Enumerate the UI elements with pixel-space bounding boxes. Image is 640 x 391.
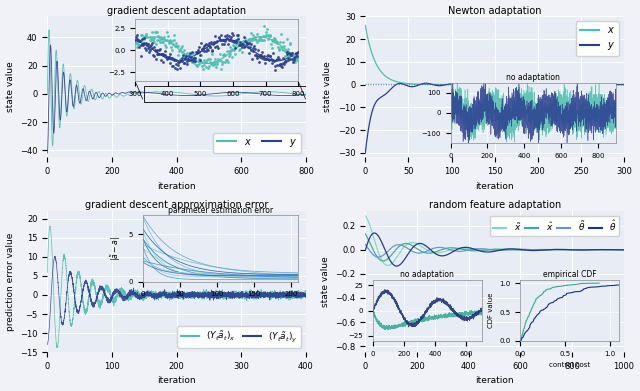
- X-axis label: iteration: iteration: [157, 182, 196, 191]
- Y-axis label: prediction error value: prediction error value: [6, 233, 15, 331]
- Title: gradient descent approximation error: gradient descent approximation error: [85, 200, 268, 210]
- Legend: $x$, $y$: $x$, $y$: [576, 21, 619, 56]
- Legend: $\tilde{x}$, $\hat{x}$, $\tilde{\theta}$, $\hat{\theta}$: $\tilde{x}$, $\hat{x}$, $\tilde{\theta}$…: [490, 216, 620, 236]
- Title: random feature adaptation: random feature adaptation: [429, 200, 561, 210]
- Y-axis label: state value: state value: [6, 61, 15, 112]
- Title: Newton adaptation: Newton adaptation: [448, 5, 541, 16]
- Bar: [143, 86, 307, 102]
- Legend: $(Y_t\tilde{a}_t)_x$, $(Y_t\tilde{a}_t)_y$: $(Y_t\tilde{a}_t)_x$, $(Y_t\tilde{a}_t)_…: [177, 326, 301, 348]
- Title: gradient descent adaptation: gradient descent adaptation: [107, 5, 246, 16]
- X-axis label: iteration: iteration: [476, 377, 514, 386]
- Y-axis label: state value: state value: [321, 256, 330, 307]
- X-axis label: iteration: iteration: [476, 182, 514, 191]
- Legend: $x$, $y$: $x$, $y$: [213, 133, 301, 152]
- X-axis label: iteration: iteration: [157, 377, 196, 386]
- Y-axis label: state value: state value: [323, 61, 332, 112]
